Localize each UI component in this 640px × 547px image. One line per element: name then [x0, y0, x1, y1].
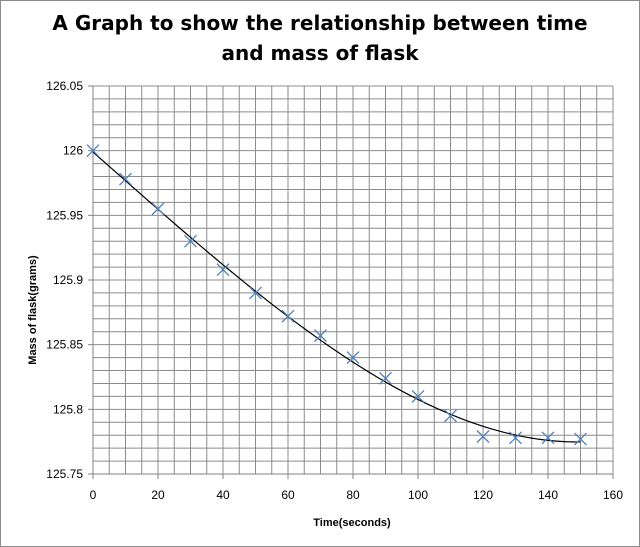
y-tick-label: 126.05 [46, 79, 83, 93]
data-point-stroke [119, 172, 132, 186]
data-point-stroke [379, 371, 392, 385]
data-point [249, 286, 262, 300]
y-tick-label: 125.85 [46, 338, 83, 352]
x-tick-label: 100 [408, 488, 428, 502]
data-point-stroke [314, 329, 327, 343]
x-axis-title: Time(seconds) [313, 517, 391, 529]
x-tick-label: 60 [281, 488, 295, 502]
trendline-group [92, 151, 581, 443]
chart-title-line-2: and mass of flask [221, 41, 419, 65]
data-point [444, 409, 457, 423]
data-point [86, 144, 100, 158]
grid [92, 85, 614, 475]
data-point [379, 371, 392, 385]
data-point-stroke [281, 309, 295, 323]
data-point [411, 389, 425, 403]
data-point-stroke [184, 234, 197, 248]
data-point-stroke [86, 144, 100, 158]
y-tick-label: 125.75 [46, 467, 83, 481]
data-point-stroke [541, 431, 555, 445]
x-tick-label: 120 [473, 488, 493, 502]
data-point-stroke [574, 432, 587, 446]
data-point [281, 309, 295, 323]
x-tick-label: 80 [346, 488, 360, 502]
data-point [184, 234, 197, 248]
x-tick-label: 20 [151, 488, 165, 502]
data-point-stroke [411, 389, 425, 403]
data-point [119, 172, 132, 186]
y-axis-title: Mass of flask(grams) [27, 255, 39, 365]
y-tick-label: 125.8 [53, 402, 83, 416]
y-tick-label: 126 [63, 144, 83, 158]
data-point-stroke [249, 286, 262, 300]
data-point [541, 431, 555, 445]
tick-labels: 0 20 40 60 80 100 120 140 160 125.75 125.8 125.85 12… [46, 79, 623, 502]
data-point [509, 431, 522, 445]
chart-title-line-1: A Graph to show the relationship between… [52, 11, 588, 35]
data-point [151, 202, 165, 216]
data-point-stroke [346, 351, 360, 365]
x-tick-label: 0 [90, 488, 97, 502]
data-point [346, 351, 360, 365]
x-tick-label: 160 [603, 488, 623, 502]
x-tick-label: 40 [216, 488, 230, 502]
axes [88, 85, 614, 479]
data-point-stroke [151, 202, 165, 216]
data-point [574, 432, 587, 446]
data-point-stroke [509, 431, 522, 445]
data-point-stroke [444, 409, 457, 423]
y-tick-label: 125.95 [46, 208, 83, 222]
data-point [314, 329, 327, 343]
chart-title: A Graph to show the relationship between… [0, 8, 640, 68]
x-tick-label: 140 [538, 488, 558, 502]
y-tick-label: 125.9 [53, 273, 83, 287]
data-point-stroke [476, 430, 490, 443]
trendline [92, 151, 581, 443]
data-point [476, 430, 490, 443]
data-point [216, 263, 230, 277]
data-points [86, 144, 587, 446]
data-point-stroke [216, 263, 230, 277]
